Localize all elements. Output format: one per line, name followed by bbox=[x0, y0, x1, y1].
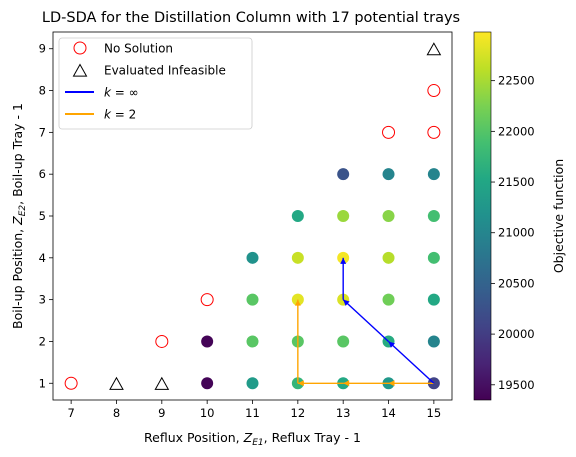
infeasible-point bbox=[426, 42, 442, 56]
feasible-point bbox=[427, 210, 440, 222]
feasible-point bbox=[337, 210, 350, 222]
colorbar-tick-label: 19500 bbox=[498, 378, 535, 392]
path-k2-arrowhead bbox=[294, 299, 301, 306]
y-axis-label: Boil-up Position, ZE2, Boil-up Tray - 1 bbox=[10, 103, 28, 329]
feasible-point bbox=[337, 335, 350, 348]
y-tick-label: 7 bbox=[39, 125, 46, 139]
feasible-point bbox=[291, 210, 304, 222]
legend-k-inf-label: k = ∞ bbox=[104, 86, 139, 100]
y-tick-label: 6 bbox=[39, 167, 46, 181]
colorbar-tick-label: 20000 bbox=[498, 327, 535, 341]
feasible-point bbox=[201, 377, 214, 390]
path-k-inf-arrowhead bbox=[343, 299, 350, 306]
legend-box bbox=[58, 37, 253, 130]
no-solution-point bbox=[427, 125, 441, 139]
y-tick-label: 8 bbox=[39, 84, 46, 98]
x-tick-label: 15 bbox=[427, 406, 442, 420]
no-solution-point bbox=[64, 376, 78, 390]
path-k-inf-arrowhead bbox=[388, 341, 395, 348]
path-k-inf-segment bbox=[342, 299, 389, 342]
colorbar-tick-label: 22000 bbox=[498, 124, 535, 138]
path-k2-arrowhead bbox=[343, 380, 350, 387]
feasible-point bbox=[382, 251, 395, 264]
feasible-point bbox=[382, 293, 395, 306]
path-k-inf-segment bbox=[388, 340, 435, 384]
colorbar bbox=[473, 31, 492, 401]
feasible-point bbox=[427, 168, 440, 181]
legend-no-solution-marker bbox=[73, 41, 87, 55]
x-tick-label: 7 bbox=[67, 406, 74, 420]
infeasible-point bbox=[109, 376, 124, 390]
colorbar-tick-label: 22500 bbox=[498, 74, 535, 88]
feasible-point bbox=[291, 251, 304, 264]
legend-infeasible-marker bbox=[72, 63, 88, 77]
feasible-point bbox=[246, 377, 259, 390]
colorbar-tick-label: 20500 bbox=[498, 276, 535, 290]
no-solution-point bbox=[382, 125, 396, 139]
infeasible-point bbox=[154, 376, 170, 390]
path-k2-arrowhead bbox=[297, 380, 304, 387]
feasible-point bbox=[246, 335, 259, 348]
x-tick-label: 11 bbox=[245, 406, 260, 420]
y-tick-label: 1 bbox=[39, 376, 46, 390]
x-tick-label: 14 bbox=[381, 406, 396, 420]
no-solution-point bbox=[427, 84, 441, 98]
legend-k2-label: k = 2 bbox=[104, 108, 136, 122]
x-tick-label: 13 bbox=[336, 406, 351, 420]
feasible-point bbox=[427, 335, 440, 348]
feasible-point bbox=[337, 168, 350, 181]
legend: No Solution Evaluated Infeasible k = ∞ k = … bbox=[58, 37, 253, 130]
feasible-point bbox=[382, 210, 395, 222]
y-tick-label: 5 bbox=[39, 209, 46, 223]
y-tick-label: 3 bbox=[39, 293, 46, 307]
legend-no-solution-label: No Solution bbox=[104, 42, 173, 56]
feasible-point bbox=[246, 251, 259, 264]
feasible-point bbox=[382, 168, 395, 181]
colorbar-tick-label: 21000 bbox=[498, 226, 535, 240]
y-tick-label: 9 bbox=[39, 42, 46, 56]
x-tick-label: 8 bbox=[113, 406, 120, 420]
colorbar-label: Objective function bbox=[551, 159, 566, 273]
no-solution-point bbox=[155, 334, 169, 348]
path-k2-arrowhead bbox=[388, 380, 395, 387]
x-tick-label: 10 bbox=[200, 406, 215, 420]
x-tick-label: 9 bbox=[158, 406, 165, 420]
colorbar-tick-label: 21500 bbox=[498, 175, 535, 189]
y-tick-label: 2 bbox=[39, 334, 46, 348]
path-k-inf-arrowhead bbox=[340, 257, 347, 264]
x-axis-label: Reflux Position, ZE1, Reflux Tray - 1 bbox=[144, 430, 361, 448]
feasible-point bbox=[201, 335, 214, 348]
no-solution-point bbox=[200, 293, 214, 307]
feasible-point bbox=[427, 251, 440, 264]
feasible-point bbox=[246, 293, 259, 306]
legend-infeasible-label: Evaluated Infeasible bbox=[104, 64, 226, 78]
x-tick-label: 12 bbox=[291, 406, 306, 420]
feasible-point bbox=[427, 293, 440, 306]
y-tick-label: 4 bbox=[39, 251, 46, 265]
chart-title: LD-SDA for the Distillation Column with … bbox=[42, 10, 460, 26]
